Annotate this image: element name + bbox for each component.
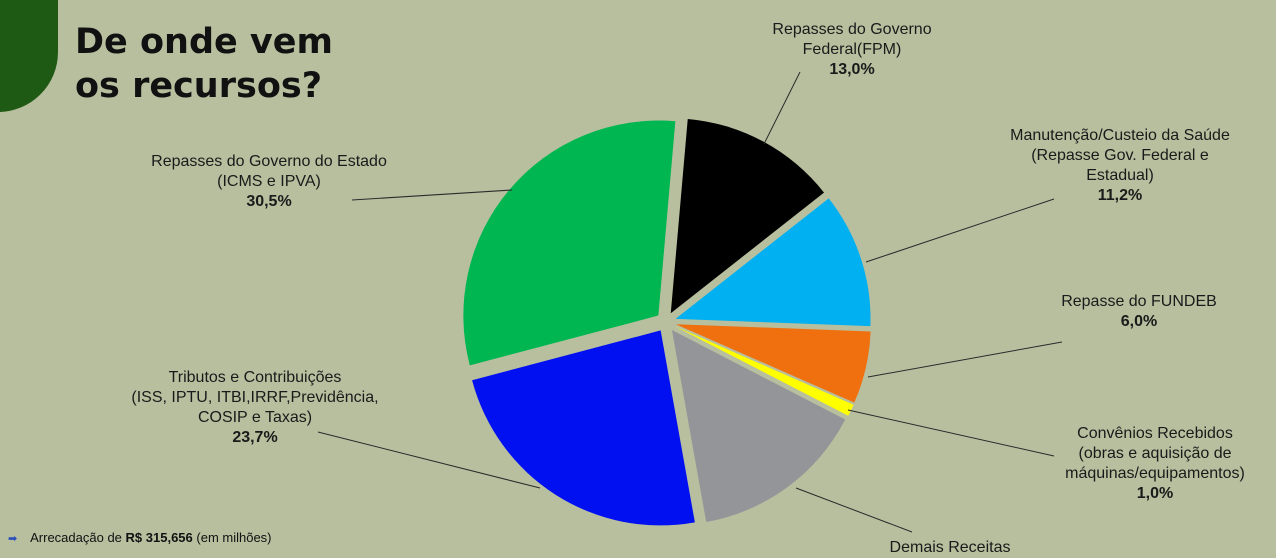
footer-value: R$ 315,656 — [125, 530, 193, 545]
page-title-line-2: os recursos? — [75, 66, 322, 106]
leader-line-demais — [795, 487, 913, 533]
slice-label-line: (ICMS e IPVA) — [217, 173, 321, 190]
leader-line-estado — [351, 189, 513, 201]
footer-note: ➡ Arrecadação de R$ 315,656 (em milhões) — [8, 530, 272, 545]
slice-label-line: máquinas/equipamentos) — [1065, 465, 1245, 482]
slice-label-line: Estadual) — [1086, 167, 1154, 184]
arrow-right-bullet-icon: ➡ — [8, 533, 18, 545]
slice-label-saude: Manutenção/Custeio da Saúde (Repasse Gov.… — [960, 126, 1276, 206]
pie-slice-demais — [671, 330, 846, 523]
slice-label-estado: Repasses do Governo do Estado (ICMS e IPV… — [94, 152, 444, 212]
slice-percent-label: 23,7% — [232, 429, 278, 446]
pie-slices — [463, 118, 871, 526]
slice-percent-label: 30,5% — [246, 193, 292, 210]
page-title: De onde vem os recursos? — [75, 20, 333, 108]
slice-label-line: (obras e aquisição de — [1078, 445, 1232, 462]
pie-slice-fundeb — [675, 324, 871, 403]
slice-label-tributos: Tributos e Contribuições (ISS, IPTU, ITBI… — [60, 368, 450, 448]
leader-lines — [317, 71, 1063, 533]
slice-label-line: Repasse do FUNDEB — [1061, 293, 1217, 310]
slice-label-line: Demais Receitas — [889, 539, 1011, 556]
slice-label-line: Manutenção/Custeio da Saúde — [1010, 127, 1230, 144]
slice-percent-label: 13,0% — [829, 61, 875, 78]
footer-prefix: Arrecadação de — [30, 530, 122, 545]
slice-percent-label: 11,2% — [1097, 187, 1143, 204]
page-title-line-1: De onde vem — [75, 22, 333, 62]
slice-label-line: Federal(FPM) — [802, 41, 902, 58]
slice-label-line: Repasses do Governo — [772, 21, 932, 38]
leader-line-tributos — [317, 431, 541, 489]
slice-label-line: Repasses do Governo do Estado — [151, 153, 387, 170]
footer-suffix: (em milhões) — [196, 530, 272, 545]
slice-percent-label: 1,0% — [1136, 485, 1174, 502]
pie-slice-fpm — [670, 118, 824, 314]
slice-label-line: Tributos e Contribuições — [168, 369, 342, 386]
slice-label-demais: Demais Receitas — [760, 538, 1140, 558]
pie-slice-saude — [675, 198, 871, 327]
slice-label-line: COSIP e Taxas) — [197, 409, 313, 426]
pie-slice-estado — [463, 120, 676, 366]
pie-slice-convenios — [675, 326, 854, 416]
slice-label-line: Convênios Recebidos — [1077, 425, 1233, 442]
leader-line-fundeb — [867, 341, 1063, 378]
slice-label-line: (Repasse Gov. Federal e — [1031, 147, 1209, 164]
slice-label-fundeb: Repasse do FUNDEB 6,0% — [1004, 292, 1274, 332]
slice-label-fpm: Repasses do Governo Federal(FPM) 13,0% — [692, 20, 1012, 80]
slice-label-line: (ISS, IPTU, ITBI,IRRF,Previdência, — [131, 389, 379, 406]
leader-line-fpm — [763, 71, 801, 145]
slice-label-convenios: Convênios Recebidos (obras e aquisição de… — [1015, 424, 1276, 504]
leader-line-convenios — [847, 409, 1055, 457]
slice-percent-label: 6,0% — [1120, 313, 1158, 330]
pie-slice-tributos — [472, 330, 695, 526]
leader-line-saude — [865, 198, 1055, 263]
